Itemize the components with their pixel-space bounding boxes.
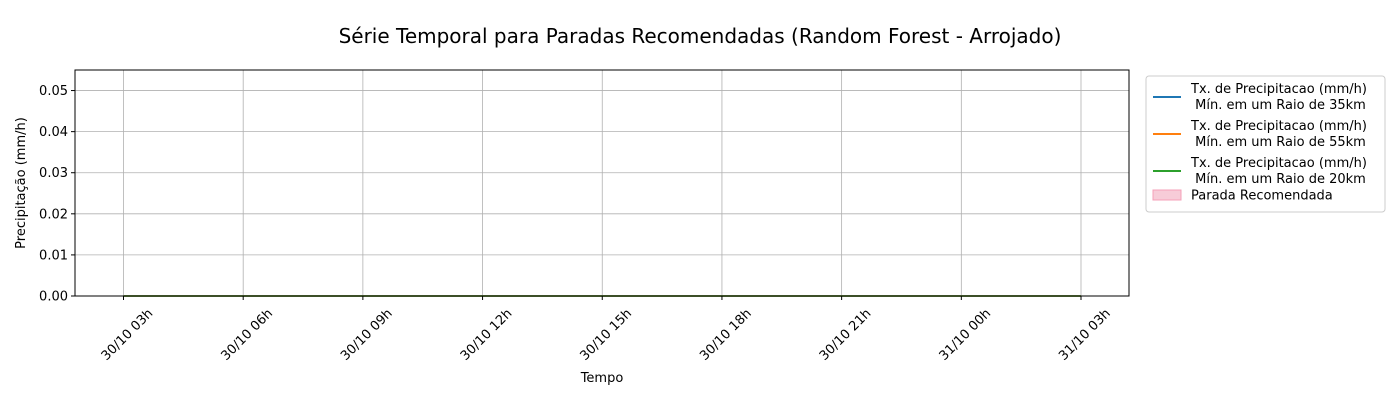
- x-tick-label: 30/10 21h: [817, 306, 875, 364]
- chart-title: Série Temporal para Paradas Recomendadas…: [339, 24, 1062, 48]
- x-tick-label: 30/10 18h: [697, 306, 755, 364]
- legend-label: Tx. de Precipitacao (mm/h) Mín. em um Ra…: [1190, 119, 1367, 150]
- x-tick-label: 30/10 09h: [338, 306, 396, 364]
- x-tick-label: 30/10 15h: [578, 306, 636, 364]
- x-tick-label: 30/10 03h: [99, 306, 157, 364]
- y-tick-label: 0.00: [39, 290, 68, 305]
- y-tick-label: 0.05: [39, 84, 68, 99]
- y-tick-label: 0.04: [39, 125, 68, 140]
- y-axis-label: Precipitação (mm/h): [14, 117, 29, 249]
- legend-label-line: Tx. de Precipitacao (mm/h): [1190, 82, 1367, 97]
- x-axis-label: Tempo: [580, 371, 624, 386]
- y-tick-label: 0.02: [39, 207, 68, 222]
- legend-label: Parada Recomendada: [1191, 189, 1333, 204]
- legend-label: Tx. de Precipitacao (mm/h) Mín. em um Ra…: [1190, 82, 1367, 113]
- x-tick-label: 31/10 03h: [1056, 306, 1114, 364]
- legend-swatch-shade: [1152, 189, 1182, 201]
- y-axis: 0.00 0.01 0.02 0.03 0.04 0.05: [39, 84, 75, 305]
- legend-label-line: Mín. em um Raio de 55km: [1191, 135, 1366, 150]
- x-tick-label: 30/10 12h: [458, 306, 516, 364]
- y-tick-label: 0.01: [39, 248, 68, 263]
- x-tick-label: 31/10 00h: [937, 306, 995, 364]
- grid-layer: [75, 70, 1129, 297]
- legend-label: Tx. de Precipitacao (mm/h) Mín. em um Ra…: [1190, 156, 1367, 187]
- legend-label-line: Tx. de Precipitacao (mm/h): [1190, 119, 1367, 134]
- y-tick-label: 0.03: [39, 166, 68, 181]
- x-tick-label: 30/10 06h: [218, 306, 276, 364]
- legend-label-line: Tx. de Precipitacao (mm/h): [1190, 156, 1367, 171]
- legend: Tx. de Precipitacao (mm/h) Mín. em um Ra…: [1145, 75, 1386, 213]
- legend-label-line: Mín. em um Raio de 20km: [1191, 172, 1366, 187]
- legend-label-line: Mín. em um Raio de 35km: [1191, 98, 1366, 113]
- x-axis: 30/10 03h 30/10 06h 30/10 09h 30/10 12h 30/1…: [99, 296, 1114, 364]
- legend-box: [1145, 75, 1386, 213]
